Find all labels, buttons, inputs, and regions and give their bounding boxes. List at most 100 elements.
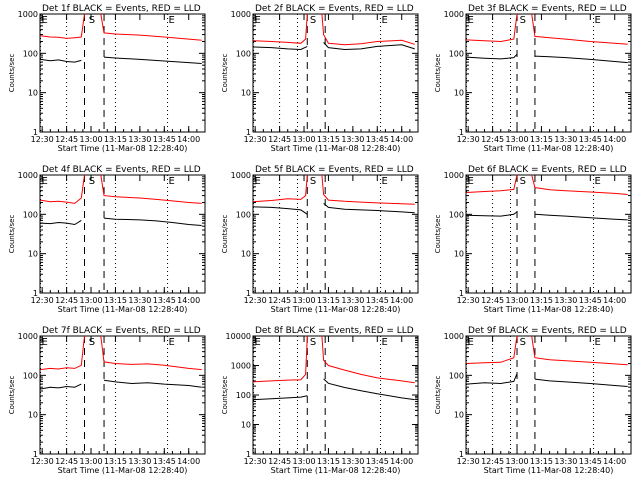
x-tick-label: 12:45	[481, 135, 504, 144]
marker-label: E	[595, 176, 601, 187]
lld-series-line	[100, 13, 202, 41]
y-tick-label: 1	[459, 128, 464, 137]
y-tick-label: 1	[246, 289, 251, 298]
x-axis-label: Start Time (11-Mar-08 12:28:40)	[484, 466, 614, 475]
x-tick-label: 12:45	[55, 135, 78, 144]
events-series-line	[466, 373, 518, 385]
x-tick-label: 13:15	[530, 135, 553, 144]
x-tick-label: 13:00	[505, 135, 528, 144]
lld-series-line	[531, 13, 628, 45]
lld-series-line	[253, 174, 308, 203]
x-tick-label: 12:45	[481, 296, 504, 305]
x-tick-label: 13:15	[104, 135, 127, 144]
events-series-line	[40, 383, 82, 390]
events-series-line	[323, 203, 415, 214]
x-tick-label: 14:00	[177, 296, 200, 305]
events-series-line	[323, 42, 415, 51]
marker-label: E	[595, 337, 601, 348]
x-tick-label: 13:15	[530, 296, 553, 305]
plot-frame	[39, 174, 206, 294]
x-tick-label: 12:45	[55, 457, 78, 466]
y-axis-label: Counts/sec	[221, 215, 229, 254]
x-tick-label: 13:15	[104, 296, 127, 305]
y-tick-label: 10	[241, 250, 251, 259]
x-tick-label: 13:15	[317, 457, 340, 466]
panel-title: Det 4f BLACK = Events, RED = LLD	[42, 165, 201, 175]
lld-series-line	[100, 174, 202, 204]
y-tick-label: 100	[236, 210, 251, 219]
events-series-line	[253, 395, 308, 401]
x-tick-label: 12:30	[457, 135, 480, 144]
lld-series-line	[321, 13, 415, 46]
x-tick-label: 12:30	[244, 457, 267, 466]
x-tick-label: 12:30	[244, 135, 267, 144]
y-tick-label: 1	[33, 128, 38, 137]
x-tick-label: 13:15	[317, 135, 340, 144]
y-tick-label: 100	[236, 391, 251, 400]
x-axis-label: Start Time (11-Mar-08 12:28:40)	[58, 305, 188, 314]
marker-label: E	[382, 176, 388, 187]
x-tick-label: 13:30	[554, 296, 577, 305]
y-tick-label: 1	[459, 450, 464, 459]
panel-title: Det 1f BLACK = Events, RED = LLD	[42, 4, 201, 14]
lld-series-line	[321, 174, 415, 205]
x-tick-label: 14:00	[390, 296, 413, 305]
events-series-line	[103, 379, 202, 388]
y-axis-label: Counts/sec	[8, 54, 16, 93]
marker-label: E	[42, 337, 48, 348]
detector-panel: Det 9f BLACK = Events, RED = LLD 1 10 100 10…	[434, 326, 632, 475]
lld-series-line	[253, 335, 308, 383]
x-tick-label: 13:30	[128, 135, 151, 144]
detector-panel: Det 7f BLACK = Events, RED = LLD 1 10 100 10…	[8, 326, 206, 475]
y-tick-label: 1000	[231, 10, 251, 19]
x-tick-label: 14:00	[177, 135, 200, 144]
x-tick-label: 13:30	[554, 135, 577, 144]
plot-frame	[465, 13, 632, 133]
x-tick-label: 13:00	[79, 457, 102, 466]
y-tick-label: 1	[33, 450, 38, 459]
lld-series-line	[531, 174, 628, 195]
y-tick-label: 1000	[18, 10, 38, 19]
y-tick-label: 1000	[18, 332, 38, 341]
y-tick-label: 100	[23, 371, 38, 380]
panel-title: Det 7f BLACK = Events, RED = LLD	[42, 326, 201, 336]
plot-frame	[252, 174, 419, 294]
y-tick-label: 1	[246, 128, 251, 137]
events-series-line	[466, 211, 518, 217]
events-series-line	[103, 56, 202, 64]
x-tick-label: 13:45	[153, 457, 176, 466]
y-tick-label: 10000	[226, 332, 251, 341]
marker-label: S	[89, 15, 95, 26]
lld-series-line	[466, 335, 518, 364]
y-axis-label: Counts/sec	[434, 215, 442, 254]
y-tick-label: 1	[459, 289, 464, 298]
detector-panel: Det 2f BLACK = Events, RED = LLD 1 10 100 10…	[221, 4, 419, 153]
x-tick-label: 12:30	[31, 457, 54, 466]
detector-panel: Det 3f BLACK = Events, RED = LLD 1 10 100 10…	[434, 4, 632, 153]
marker-label: S	[89, 176, 95, 187]
marker-label: E	[169, 337, 175, 348]
marker-label: E	[382, 337, 388, 348]
marker-label: E	[382, 15, 388, 26]
marker-label: E	[468, 176, 474, 187]
y-tick-label: 1	[33, 289, 38, 298]
x-axis-label: Start Time (11-Mar-08 12:28:40)	[58, 466, 188, 475]
x-tick-label: 13:30	[128, 296, 151, 305]
x-tick-label: 13:00	[292, 135, 315, 144]
x-tick-label: 13:30	[341, 135, 364, 144]
marker-label: E	[169, 15, 175, 26]
x-tick-label: 13:15	[317, 296, 340, 305]
x-axis-label: Start Time (11-Mar-08 12:28:40)	[484, 144, 614, 153]
plot-frame	[252, 335, 419, 455]
y-axis-label: Counts/sec	[8, 215, 16, 254]
y-tick-label: 1000	[18, 171, 38, 180]
events-series-line	[103, 217, 202, 226]
x-tick-label: 14:00	[603, 135, 626, 144]
x-tick-label: 13:30	[554, 457, 577, 466]
y-tick-label: 10	[454, 411, 464, 420]
events-series-line	[253, 45, 308, 51]
detector-panel: Det 8f BLACK = Events, RED = LLD 1 10 100 10…	[221, 326, 419, 475]
lld-series-line	[321, 335, 415, 384]
detector-panel: Det 4f BLACK = Events, RED = LLD 1 10 100 10…	[8, 165, 206, 314]
